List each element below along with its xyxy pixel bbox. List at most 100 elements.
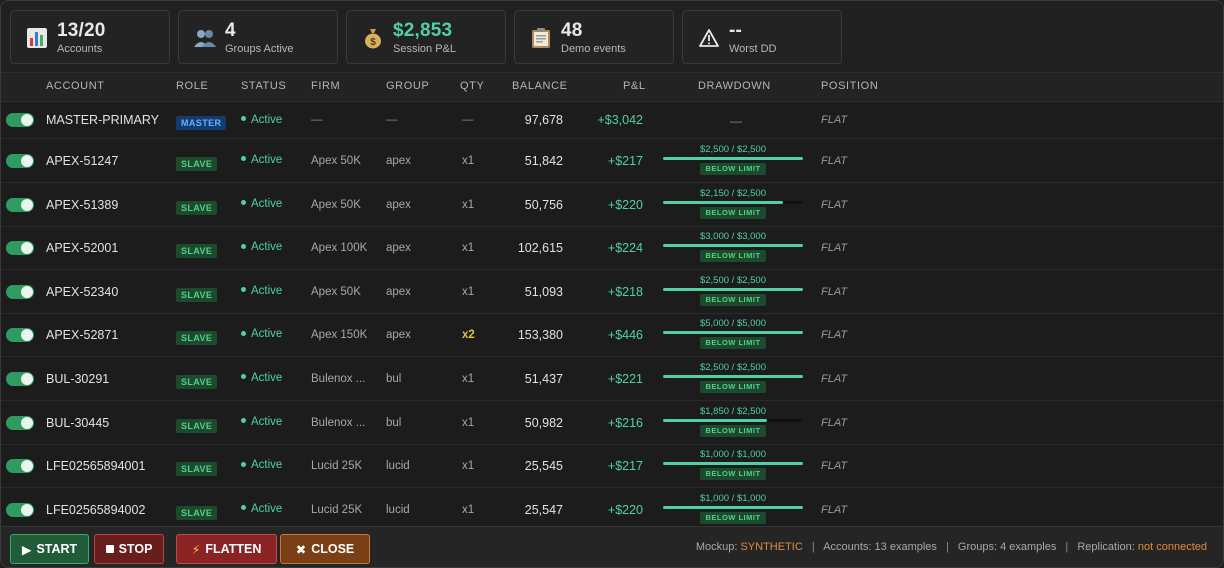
balance-cell: 50,756 <box>524 197 563 212</box>
drawdown-text: $1,850 / $2,500 <box>699 405 767 417</box>
balance-cell: 51,437 <box>524 372 563 386</box>
col-drawdown[interactable]: DRAWDOWN <box>698 80 771 92</box>
status-indicator: Active <box>241 241 282 253</box>
stat-label: Groups Active <box>225 43 294 55</box>
enable-toggle[interactable] <box>6 197 34 212</box>
start-button[interactable]: ▶ START <box>10 534 89 564</box>
col-qty[interactable]: QTY <box>460 80 485 92</box>
drawdown-track <box>663 244 803 248</box>
firm-cell: Lucid 25K <box>311 460 363 473</box>
drawdown-text: $1,000 / $1,000 <box>699 492 767 504</box>
position-cell: FLAT <box>821 155 848 167</box>
table-row[interactable]: APEX-52340 SLAVE Active Apex 50K apex x1 51,09… <box>1 270 1223 314</box>
drawdown-status-badge: BELOW LIMIT <box>700 293 766 306</box>
status-indicator: Active <box>241 114 282 126</box>
close-positions-button[interactable]: ✖ CLOSE <box>280 534 370 564</box>
table-row[interactable]: LFE02565894001 SLAVE Active Lucid 25K lucid x… <box>1 444 1223 489</box>
table-row-master[interactable]: MASTER-PRIMARY MASTER Active — — — 97,67… <box>1 102 1223 139</box>
firm-cell: Apex 150K <box>311 329 368 342</box>
stat-label: Accounts <box>57 43 103 55</box>
svg-text:$: $ <box>370 37 376 48</box>
status-text: Active <box>251 284 283 297</box>
warning-icon <box>697 26 721 50</box>
group-cell: apex <box>386 242 411 255</box>
enable-toggle[interactable] <box>6 415 34 430</box>
drawdown-text: $2,500 / $2,500 <box>699 274 767 286</box>
table-row[interactable]: BUL-30445 SLAVE Active Bulenox ... bul x1 50,9… <box>1 401 1223 445</box>
drawdown-status-badge: BELOW LIMIT <box>700 424 766 437</box>
group-cell: lucid <box>386 503 410 516</box>
group-cell: apex <box>386 285 411 298</box>
enable-toggle[interactable] <box>6 113 34 127</box>
stat-session-pnl: $ $2,853 Session P&L <box>346 10 506 64</box>
table-row[interactable]: APEX-52001 SLAVE Active Apex 100K apex x1 102,… <box>1 226 1223 271</box>
col-role[interactable]: ROLE <box>176 80 209 92</box>
drawdown-status-badge: BELOW LIMIT <box>700 511 766 524</box>
drawdown-track <box>663 331 803 335</box>
enable-toggle[interactable] <box>6 459 34 474</box>
position-cell: FLAT <box>821 242 848 255</box>
stop-button[interactable]: STOP <box>94 534 164 564</box>
status-indicator: Active <box>241 459 282 471</box>
firm-cell: — <box>311 114 323 126</box>
firm-cell: Apex 50K <box>311 285 361 298</box>
pnl-cell: +$216 <box>607 415 643 430</box>
drawdown-meter: $2,500 / $2,500 BELOW LIMIT <box>663 144 803 178</box>
enable-toggle[interactable] <box>6 372 34 386</box>
drawdown-status-badge: BELOW LIMIT <box>700 468 766 481</box>
footer-toolbar: ▶ START STOP ⚡ FLATTEN ✖ CLOSE Mockup: S… <box>1 526 1223 567</box>
firm-cell: Apex 50K <box>311 155 361 167</box>
status-dot <box>241 116 246 122</box>
col-account[interactable]: ACCOUNT <box>46 80 105 92</box>
col-balance[interactable]: BALANCE <box>512 80 568 92</box>
role-badge: MASTER <box>176 116 227 130</box>
status-text: Active <box>251 241 283 254</box>
drawdown-meter: $2,150 / $2,500 BELOW LIMIT <box>663 188 803 222</box>
drawdown-fill <box>663 331 803 335</box>
flatten-button[interactable]: ⚡ FLATTEN <box>176 534 277 564</box>
qty-cell: x2 <box>462 329 475 342</box>
col-position[interactable]: POSITION <box>821 80 879 92</box>
table-row[interactable]: BUL-30291 SLAVE Active Bulenox ... bul x1 51,4… <box>1 357 1223 401</box>
col-firm[interactable]: FIRM <box>311 80 341 92</box>
table-row[interactable]: APEX-51247 SLAVE Active Apex 50K apex x1 51,84… <box>1 139 1223 183</box>
firm-cell: Bulenox ... <box>311 416 366 429</box>
enable-toggle[interactable] <box>6 241 34 256</box>
col-status[interactable]: STATUS <box>241 80 287 92</box>
account-name: APEX-52340 <box>46 284 119 299</box>
clipboard-icon <box>529 26 553 50</box>
enable-toggle[interactable] <box>6 328 34 343</box>
enable-toggle[interactable] <box>6 154 34 168</box>
account-name: BUL-30291 <box>46 372 110 386</box>
account-name: APEX-51389 <box>46 197 119 212</box>
role-badge: SLAVE <box>176 157 218 171</box>
table-row[interactable]: APEX-52871 SLAVE Active Apex 150K apex x2 153,… <box>1 313 1223 358</box>
drawdown-fill <box>663 462 803 466</box>
stat-value: 4 <box>225 20 236 41</box>
replication-label: Replication: <box>1077 541 1135 553</box>
drawdown-status-badge: BELOW LIMIT <box>700 163 766 175</box>
drawdown-track <box>663 157 803 160</box>
status-text: Active <box>251 154 283 166</box>
role-badge: SLAVE <box>176 200 218 215</box>
status-text: Active <box>251 114 283 126</box>
pnl-cell: +$446 <box>607 328 643 343</box>
qty-cell: x1 <box>462 416 475 429</box>
role-badge: SLAVE <box>176 287 218 302</box>
table-row[interactable]: APEX-51389 SLAVE Active Apex 50K apex x1 50,75… <box>1 183 1223 227</box>
stat-value: $2,853 <box>393 20 453 41</box>
account-name: MASTER-PRIMARY <box>46 113 159 127</box>
status-dot <box>241 374 246 380</box>
drawdown-meter: $1,000 / $1,000 BELOW LIMIT <box>663 493 803 527</box>
stat-label: Worst DD <box>729 43 777 55</box>
groups-summary: Groups: 4 examples <box>957 541 1057 553</box>
enable-toggle[interactable] <box>6 502 34 517</box>
pnl-cell: +$217 <box>607 154 643 168</box>
stat-demo-events: 48 Demo events <box>514 10 674 64</box>
balance-cell: 25,547 <box>524 502 563 517</box>
stat-label: Demo events <box>561 43 626 55</box>
role-badge: SLAVE <box>176 244 218 259</box>
col-group[interactable]: GROUP <box>386 80 430 92</box>
enable-toggle[interactable] <box>6 284 34 299</box>
col-pnl[interactable]: P&L <box>623 80 646 92</box>
